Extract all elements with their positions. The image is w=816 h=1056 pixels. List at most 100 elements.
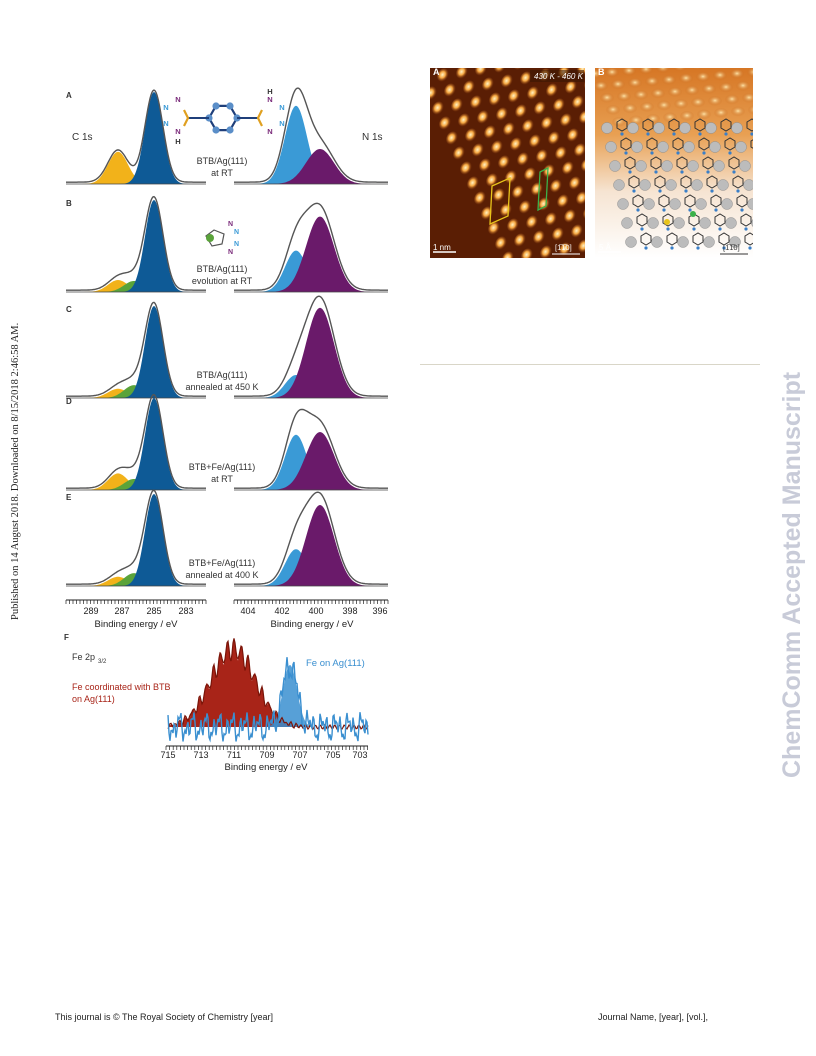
- stm-a-molecule: [514, 233, 526, 247]
- silver-atom: [731, 122, 743, 134]
- model-ring: [624, 156, 636, 170]
- silver-atom: [601, 122, 613, 134]
- stm-a-molecule: [517, 152, 529, 166]
- silver-atom: [705, 122, 717, 134]
- model-ring: [666, 232, 678, 246]
- silver-atom: [643, 198, 655, 210]
- panel-label-line2: annealed at 400 K: [185, 570, 258, 580]
- fe-tick-label: 709: [259, 750, 274, 760]
- c1s-component-main: [66, 398, 206, 490]
- c1s-envelope: [66, 393, 206, 489]
- published-stamp: Published on 14 August 2018. Downloaded …: [10, 323, 21, 620]
- stm-b-molecule: [697, 109, 711, 120]
- benzene-ring-outline: [207, 104, 239, 132]
- panel-label-line1: BTB+Fe/Ag(111): [189, 462, 255, 472]
- stm-a-molecule: [465, 128, 477, 142]
- stm-image-a: 1 nm [1̅1̅0] 430 K - 460 K A: [418, 53, 600, 274]
- model-ring: [698, 137, 710, 151]
- direction-label-a: [1̅1̅0]: [555, 243, 572, 252]
- model-nitrogen: [624, 151, 628, 155]
- model-nitrogen: [662, 208, 666, 212]
- unit-cell-yellow: [489, 176, 511, 226]
- n1s-component-purple: [234, 505, 388, 586]
- stm-a-molecule: [493, 188, 505, 202]
- fragment-atom-label: N: [234, 241, 239, 248]
- xps-panels: A BTB/Ag(111) at RT B BTB/Ag(111) evolution a…: [66, 87, 388, 587]
- stm-b-molecule: [628, 78, 642, 88]
- silver-atom: [673, 217, 685, 229]
- stm-a-molecule: [444, 83, 456, 97]
- direction-label-b: [1̅1̅0]: [723, 243, 740, 252]
- silver-atom: [639, 179, 651, 191]
- silver-atom: [713, 160, 725, 172]
- stm-a-molecule: [498, 155, 510, 169]
- model-nitrogen: [732, 170, 736, 174]
- c1s-envelope: [66, 89, 206, 183]
- stm-a-molecule: [553, 98, 565, 112]
- fe-atom-marker: [664, 219, 670, 225]
- model-ring: [714, 213, 726, 227]
- stm-b-molecule: [634, 90, 648, 100]
- stm-b-molecule: [663, 112, 677, 123]
- n1s-envelope: [234, 491, 388, 585]
- molecule-atom-label: N: [279, 103, 284, 112]
- stm-a-molecule: [550, 179, 562, 193]
- stm-b-molecule: [617, 91, 631, 102]
- model-nitrogen: [658, 189, 662, 193]
- panel-letter: D: [66, 397, 72, 406]
- fe-tick-label: 707: [292, 750, 307, 760]
- stm-image-b: 5 Å [1̅1̅0] B: [588, 55, 782, 258]
- n1s-envelope: [234, 87, 388, 183]
- model-nitrogen: [650, 151, 654, 155]
- stm-b-molecule: [674, 99, 688, 109]
- stm-a-molecule: [569, 176, 581, 190]
- c1s-envelope: [66, 195, 206, 291]
- xps-figure: C 1s N 1s A BTB/Ag(111) at RT B BTB/Ag(111) e…: [64, 87, 389, 773]
- scale-label-b: 5 Å: [599, 243, 612, 252]
- accepted-manuscript-watermark: ChemComm Accepted Manuscript: [778, 371, 806, 778]
- silver-atom: [627, 122, 639, 134]
- xps-panel-a: A BTB/Ag(111) at RT: [66, 87, 388, 185]
- model-nitrogen: [676, 151, 680, 155]
- model-nitrogen: [684, 189, 688, 193]
- silver-atom: [613, 179, 625, 191]
- stm-a-molecule: [567, 128, 579, 142]
- stm-b-molecule: [623, 103, 637, 114]
- panel-letter: A: [66, 91, 72, 100]
- silver-atom: [665, 179, 677, 191]
- stm-a-molecule: [505, 170, 517, 184]
- model-ring: [732, 175, 744, 189]
- model-ring: [676, 156, 688, 170]
- stm-a-molecule: [491, 140, 503, 154]
- fe-tick-label: 705: [325, 750, 340, 760]
- molecule-atom-label: H: [175, 137, 180, 146]
- model-ring: [718, 232, 730, 246]
- model-nitrogen: [740, 208, 744, 212]
- stm-a-molecule: [565, 80, 577, 94]
- stm-a-molecule: [564, 209, 576, 223]
- stm-a-molecule: [576, 191, 588, 205]
- silver-atom: [735, 141, 747, 153]
- stm-b-molecule: [725, 94, 739, 105]
- silver-atom: [721, 198, 733, 210]
- silver-atom: [651, 236, 663, 248]
- xps-panel-c: C BTB/Ag(111) annealed at 450 K: [66, 295, 388, 399]
- stm-a-molecule: [560, 113, 572, 127]
- molecule-atom-label: N: [267, 127, 272, 136]
- stm-a-molecule: [555, 146, 567, 160]
- fragment-atom-label: N: [228, 221, 233, 228]
- model-ring: [728, 156, 740, 170]
- stm-a-molecule: [477, 110, 489, 124]
- panel-letter-a: A: [433, 67, 440, 77]
- fe-coordinated-peak: [168, 639, 368, 728]
- fragment-ring: [205, 229, 225, 247]
- model-nitrogen: [672, 132, 676, 136]
- model-ring: [668, 118, 680, 132]
- n1s-component-purple: [234, 432, 388, 490]
- stm-b-molecule: [622, 66, 636, 76]
- fe-tick-label: 711: [227, 750, 241, 760]
- stm-b-molecule: [651, 88, 665, 99]
- stm-a-molecule: [529, 134, 541, 148]
- model-ring: [692, 232, 704, 246]
- ring-atom: [212, 126, 220, 134]
